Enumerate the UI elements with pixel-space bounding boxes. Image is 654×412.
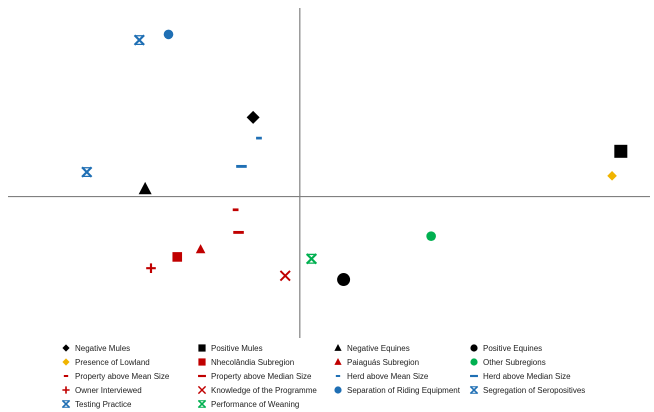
legend-marker (61, 399, 71, 409)
data-points (81, 29, 628, 287)
legend-item-testing-practice: Testing Practice (61, 399, 132, 409)
legend-item-property-above-median-size: Property above Median Size (198, 372, 312, 381)
chart-axes (8, 8, 650, 338)
legend-label: Positive Equines (483, 344, 542, 353)
point-positive-equines (337, 273, 351, 287)
legend-item-performance-of-weaning: Performance of Weaning (197, 399, 299, 409)
point-property-above-mean-size (232, 208, 239, 212)
point-testing-practice (133, 34, 145, 46)
point-property-above-median-size (233, 230, 244, 234)
legend-label: Herd above Mean Size (347, 372, 429, 381)
point-other-subregions (426, 231, 436, 241)
legend-label: Knowledge of the Programme (211, 386, 317, 395)
legend-item-herd-above-median-size: Herd above Median Size (470, 372, 571, 381)
legend-marker (198, 374, 206, 378)
point-owner-interviewed (146, 263, 156, 274)
legend-item-nhecolandia-subregion: Nhecolândia Subregion (198, 358, 294, 367)
point-positive-mules (614, 144, 628, 158)
legend-label: Positive Mules (211, 344, 263, 353)
legend-marker (197, 385, 207, 395)
legend-marker (334, 386, 342, 394)
point-negative-equines (138, 181, 152, 195)
legend-marker (469, 385, 479, 395)
legend-item-segregation-of-seropositives: Segregation of Seropositives (469, 385, 585, 395)
legend-marker (335, 374, 341, 378)
legend-label: Property above Mean Size (75, 372, 170, 381)
point-herd-above-mean-size (256, 136, 262, 140)
legend-item-positive-mules: Positive Mules (198, 344, 263, 353)
point-knowledge-of-the-programme (279, 270, 291, 282)
legend-item-paiaguas-subregion: Paiaguás Subregion (334, 358, 419, 367)
legend-item-presence-of-lowland: Presence of Lowland (62, 358, 150, 367)
legend-item-owner-interviewed: Owner Interviewed (62, 386, 142, 395)
legend-marker (197, 399, 207, 409)
legend-marker (198, 344, 206, 352)
point-presence-of-lowland (607, 171, 617, 181)
legend-label: Separation of Riding Equipment (347, 386, 461, 395)
legend-item-other-subregions: Other Subregions (470, 358, 546, 367)
legend-item-separation-of-riding-equipment: Separation of Riding Equipment (334, 386, 461, 395)
point-separation-of-riding-equipment (163, 29, 174, 40)
legend-marker (198, 358, 206, 366)
legend-label: Nhecolândia Subregion (211, 358, 294, 367)
legend-label: Herd above Median Size (483, 372, 571, 381)
legend-marker (62, 386, 70, 394)
legend-marker (334, 344, 342, 351)
legend-marker (334, 358, 342, 365)
point-nhecolandia-subregion (172, 252, 183, 262)
legend-label: Negative Equines (347, 344, 410, 353)
point-herd-above-median-size (236, 164, 247, 168)
legend-marker (63, 374, 69, 378)
legend-label: Performance of Weaning (211, 400, 299, 409)
legend: Negative Mules Positive Mules Negative Equ… (61, 344, 585, 409)
legend-label: Presence of Lowland (75, 358, 150, 367)
legend-item-negative-mules: Negative Mules (62, 344, 130, 353)
point-paiaguas-subregion (195, 244, 206, 254)
point-segregation-of-seropositives (81, 166, 93, 178)
legend-marker (62, 358, 70, 366)
legend-marker (470, 358, 478, 366)
legend-marker (470, 374, 478, 378)
legend-marker (470, 344, 478, 352)
legend-label: Owner Interviewed (75, 386, 142, 395)
point-negative-mules (246, 110, 260, 124)
legend-marker (62, 344, 70, 352)
point-performance-of-weaning (305, 253, 318, 265)
legend-label: Paiaguás Subregion (347, 358, 419, 367)
legend-item-knowledge-of-the-programme: Knowledge of the Programme (197, 385, 317, 395)
legend-item-negative-equines: Negative Equines (334, 344, 410, 353)
legend-label: Testing Practice (75, 400, 132, 409)
legend-label: Negative Mules (75, 344, 130, 353)
legend-label: Segregation of Seropositives (483, 386, 585, 395)
legend-label: Other Subregions (483, 358, 546, 367)
legend-item-property-above-mean-size: Property above Mean Size (63, 372, 170, 381)
legend-item-herd-above-mean-size: Herd above Mean Size (335, 372, 429, 381)
legend-label: Property above Median Size (211, 372, 312, 381)
legend-item-positive-equines: Positive Equines (470, 344, 542, 353)
